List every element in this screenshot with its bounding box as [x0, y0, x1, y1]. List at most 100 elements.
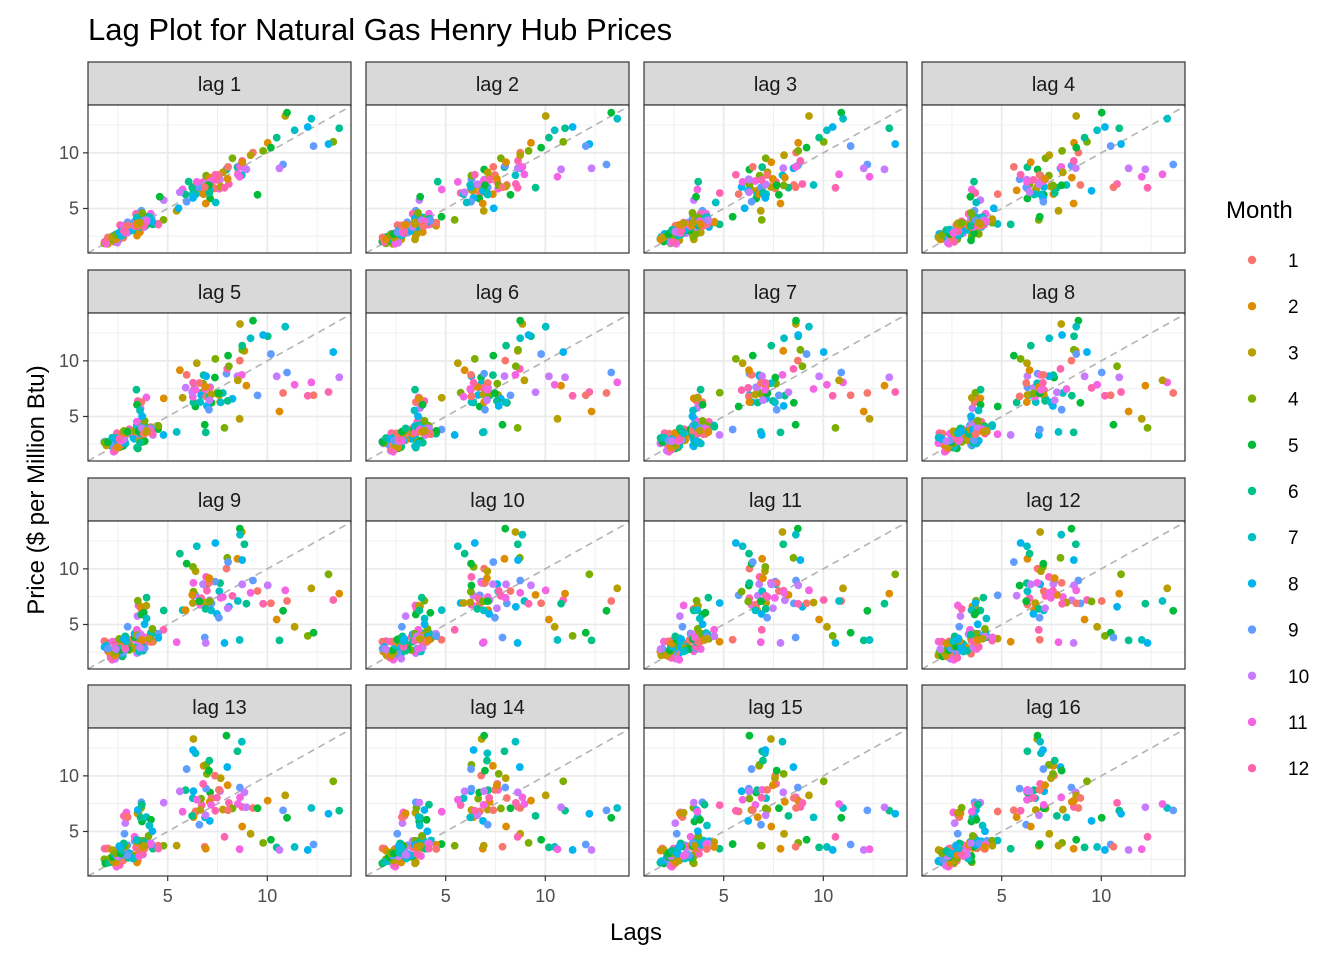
data-point: [401, 850, 410, 859]
data-point: [1069, 844, 1078, 853]
data-point: [235, 414, 244, 423]
data-point: [771, 373, 780, 382]
data-point: [178, 807, 187, 816]
data-point: [815, 615, 824, 624]
data-point: [545, 133, 553, 142]
data-point: [828, 391, 837, 400]
data-point: [121, 819, 130, 828]
data-point: [496, 804, 505, 813]
data-point: [1054, 638, 1063, 647]
data-point: [1113, 602, 1121, 611]
data-point: [205, 189, 214, 197]
data-point: [771, 398, 779, 407]
data-point: [489, 162, 498, 171]
data-point: [757, 625, 766, 634]
data-point: [809, 181, 818, 189]
data-point: [1072, 350, 1081, 358]
facet-panel-lag-8: lag 8: [921, 269, 1186, 462]
data-point: [559, 137, 568, 146]
data-point: [267, 599, 275, 608]
data-point: [568, 846, 577, 854]
data-point: [774, 391, 783, 400]
data-point: [793, 524, 802, 533]
data-point: [831, 183, 840, 192]
data-point: [791, 633, 800, 642]
data-point: [1029, 389, 1038, 398]
data-point: [516, 151, 525, 160]
data-point: [473, 605, 482, 613]
data-point: [415, 606, 424, 615]
facet-strip-label: lag 16: [1026, 697, 1081, 719]
data-point: [1106, 142, 1115, 150]
data-point: [738, 177, 747, 186]
data-point: [142, 393, 151, 402]
data-point: [981, 625, 989, 633]
data-point: [493, 781, 501, 790]
data-point: [1074, 316, 1083, 325]
data-point: [502, 794, 511, 802]
data-point: [1076, 181, 1085, 189]
data-point: [222, 564, 231, 573]
data-point: [974, 218, 983, 227]
data-point: [113, 443, 122, 452]
data-point: [1023, 542, 1031, 551]
data-point: [769, 604, 777, 613]
data-point: [753, 813, 762, 822]
data-point: [970, 229, 978, 237]
data-point: [1109, 420, 1118, 429]
data-point: [394, 842, 403, 851]
data-point: [805, 112, 813, 120]
data-point: [142, 426, 151, 435]
data-point: [1070, 332, 1078, 341]
data-point: [224, 806, 232, 815]
data-point: [744, 392, 753, 401]
data-point: [710, 217, 719, 226]
data-point: [602, 389, 611, 397]
data-point: [1022, 379, 1031, 387]
data-point: [559, 777, 568, 786]
data-point: [498, 183, 507, 192]
data-point: [136, 218, 144, 227]
data-point: [275, 846, 284, 854]
data-point: [835, 170, 843, 179]
data-point: [140, 841, 148, 850]
facet-strip-label: lag 13: [192, 697, 247, 719]
data-point: [541, 791, 550, 800]
data-point: [398, 819, 407, 828]
data-point: [393, 829, 402, 838]
data-point: [513, 639, 522, 647]
data-point: [728, 635, 737, 644]
data-point: [863, 389, 872, 397]
data-point: [1080, 133, 1089, 142]
data-point: [401, 809, 410, 818]
data-point: [391, 239, 400, 248]
data-point: [1124, 846, 1133, 854]
data-point: [763, 171, 772, 179]
data-point: [466, 385, 475, 393]
data-point: [410, 218, 419, 227]
gridlines: [366, 521, 629, 669]
data-point: [1054, 428, 1063, 436]
data-point: [602, 160, 611, 169]
legend-label: 12: [1288, 759, 1309, 780]
data-point: [758, 554, 767, 563]
legend-label: 1: [1288, 251, 1299, 272]
data-point: [1009, 351, 1018, 360]
data-point: [809, 385, 818, 393]
data-point: [498, 420, 507, 429]
data-point: [715, 637, 724, 646]
data-point: [1023, 177, 1031, 186]
data-point: [581, 142, 590, 150]
data-point: [416, 841, 425, 850]
data-point: [324, 570, 333, 579]
data-point: [792, 316, 800, 325]
data-point: [119, 226, 128, 235]
data-point: [737, 587, 746, 596]
data-point: [115, 842, 124, 851]
legend-item-month-3: 3: [1247, 343, 1299, 364]
legend-label: 5: [1288, 436, 1299, 457]
data-point: [259, 146, 268, 155]
data-point: [679, 808, 688, 817]
data-point: [772, 181, 781, 190]
